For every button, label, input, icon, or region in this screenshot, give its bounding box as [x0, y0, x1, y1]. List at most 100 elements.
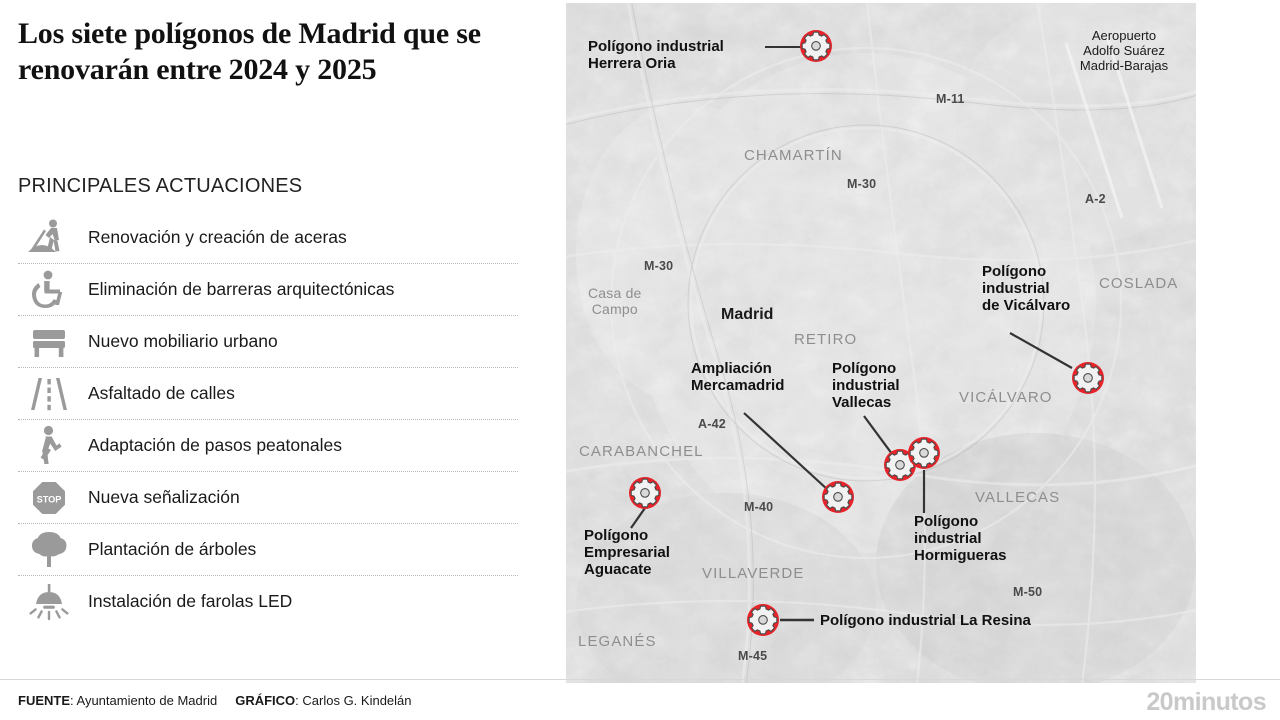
airport-line-3: Madrid-Barajas [1079, 58, 1169, 73]
airport-line-1: Aeropuerto [1091, 28, 1157, 43]
map-marker-la-resina[interactable] [746, 603, 780, 637]
leader-lines-svg [630, 332, 1073, 622]
label-line-3: Vallecas [832, 394, 892, 411]
legend-item-senalizacion: STOP Nueva señalización [18, 472, 518, 524]
label-line-1: Polígono [584, 527, 649, 544]
legend-item-label: Nuevo mobiliario urbano [88, 331, 278, 351]
map-road-m30-west: M-30 [644, 259, 674, 273]
credit-value: Carlos G. Kindelán [302, 693, 412, 708]
left-panel: Los siete polígonos de Madrid que se ren… [0, 0, 556, 672]
wheelchair-icon [18, 267, 80, 313]
label-line-2: industrial [982, 280, 1050, 297]
footer-divider [0, 679, 1280, 680]
map-label-aguacate: Polígono Empresarial Aguacate [584, 527, 670, 578]
legend-item-aceras: Renovación y creación de aceras [18, 212, 518, 264]
map-district-chamartin: CHAMARTÍN [744, 147, 843, 164]
road-lane-icon [18, 371, 80, 417]
label-line-1: Polígono [982, 263, 1047, 280]
map-road-m30-north: M-30 [847, 177, 877, 191]
legend-item-label: Renovación y creación de aceras [88, 227, 347, 247]
label-line-2: Empresarial [584, 544, 670, 561]
map-district-retiro: RETIRO [794, 331, 858, 348]
label-line-1: Polígono [832, 360, 897, 377]
landmark-line-2: Campo [591, 301, 638, 317]
map-district-coslada: COSLADA [1099, 275, 1179, 292]
legend-item-label: Nueva señalización [88, 487, 240, 507]
bench-icon [18, 319, 80, 365]
map-district-vicalvaro: VICÁLVARO [959, 389, 1053, 406]
pedestrian-icon [18, 423, 80, 469]
label-line-2: industrial [832, 377, 900, 394]
map-district-villaverde: VILLAVERDE [702, 565, 805, 582]
legend-item-mobiliario: Nuevo mobiliario urbano [18, 316, 518, 368]
legend-item-farolas: Instalación de farolas LED [18, 576, 518, 627]
map-road-m45: M-45 [738, 649, 768, 663]
map-landmark-casa-de-campo: Casa de Campo [588, 285, 642, 317]
map-marker-mercamadrid[interactable] [821, 480, 855, 514]
map-label-mercamadrid: Ampliación Mercamadrid [691, 360, 784, 394]
section-title: PRINCIPALES ACTUACIONES [18, 175, 303, 197]
source-label: FUENTE [18, 693, 70, 708]
legend-item-asfaltado: Asfaltado de calles [18, 368, 518, 420]
brand-logo-20minutos[interactable]: 20minutos [1146, 688, 1266, 716]
map-district-carabanchel: CARABANCHEL [579, 443, 704, 460]
map-labels-overlay: CHAMARTÍN COSLADA RETIRO VICÁLVARO CARAB… [566, 3, 1196, 683]
source-value: Ayuntamiento de Madrid [76, 693, 218, 708]
svg-text:STOP: STOP [37, 494, 62, 504]
map-marker-hormigueras[interactable] [907, 436, 941, 470]
leader-line-vicalvaro [1009, 332, 1073, 369]
map-label-vallecas: Polígono industrial Vallecas [832, 360, 900, 411]
legend-list: Renovación y creación de aceras Eliminac… [18, 212, 518, 627]
landmark-line-1: Casa de [588, 285, 642, 301]
legend-item-label: Adaptación de pasos peatonales [88, 435, 342, 455]
map-label-hormigueras: Polígono industrial Hormigueras [914, 513, 1007, 564]
label-line-1: Polígono industrial La Resina [820, 612, 1031, 629]
map-satellite-imagery [566, 3, 1196, 683]
footer-credits: FUENTE: Ayuntamiento de Madrid GRÁFICO: C… [18, 693, 412, 708]
label-line-2: industrial [914, 530, 982, 547]
stop-sign-icon: STOP [18, 475, 80, 521]
label-line-1: Polígono industrial [588, 38, 724, 55]
credit-label: GRÁFICO [235, 693, 296, 708]
map-marker-vicalvaro[interactable] [1071, 361, 1105, 395]
map-road-m11: M-11 [936, 92, 965, 106]
map-label-la-resina: Polígono industrial La Resina [820, 612, 1031, 629]
map-marker-vallecas[interactable] [883, 448, 917, 482]
tree-icon [18, 527, 80, 573]
airport-line-2: Adolfo Suárez [1083, 43, 1165, 58]
street-lamp-icon [18, 579, 80, 625]
map-label-vicalvaro: Polígono industrial de Vicálvaro [982, 263, 1070, 314]
legend-item-label: Eliminación de barreras arquitectónicas [88, 279, 395, 299]
map-city-madrid: Madrid [721, 306, 774, 323]
label-line-2: Herrera Oria [588, 55, 676, 72]
label-line-3: de Vicálvaro [982, 297, 1071, 314]
leader-line-herrera-oria [765, 46, 801, 49]
legend-item-label: Instalación de farolas LED [88, 591, 293, 611]
map-road-a42: A-42 [698, 417, 726, 431]
map-marker-herrera-oria[interactable] [799, 29, 833, 63]
label-line-1: Ampliación [691, 360, 772, 377]
map-road-m50: M-50 [1013, 585, 1043, 599]
map-district-leganes: LEGANÉS [578, 633, 657, 650]
legend-item-pasos-peatonales: Adaptación de pasos peatonales [18, 420, 518, 472]
map-airport-label: Aeropuerto Adolfo Suárez Madrid-Barajas [1059, 28, 1189, 73]
map-district-vallecas: VALLECAS [975, 489, 1061, 506]
map-marker-aguacate[interactable] [628, 476, 662, 510]
map-label-herrera-oria: Polígono industrial Herrera Oria [588, 38, 724, 72]
label-line-3: Aguacate [584, 561, 652, 578]
legend-item-barreras: Eliminación de barreras arquitectónicas [18, 264, 518, 316]
legend-item-arboles: Plantación de árboles [18, 524, 518, 576]
road-worker-icon [18, 215, 80, 261]
leader-line-mercamadrid [743, 412, 829, 491]
legend-item-label: Plantación de árboles [88, 539, 257, 559]
page-title: Los siete polígonos de Madrid que se ren… [18, 17, 481, 86]
map-road-a2: A-2 [1085, 192, 1106, 206]
label-line-1: Polígono [914, 513, 979, 530]
label-line-3: Hormigueras [914, 547, 1007, 564]
map-road-m40: M-40 [744, 500, 774, 514]
label-line-2: Mercamadrid [691, 377, 785, 394]
legend-item-label: Asfaltado de calles [88, 383, 235, 403]
leader-line-aguacate [630, 507, 646, 529]
madrid-satellite-map[interactable]: CHAMARTÍN COSLADA RETIRO VICÁLVARO CARAB… [566, 3, 1196, 683]
